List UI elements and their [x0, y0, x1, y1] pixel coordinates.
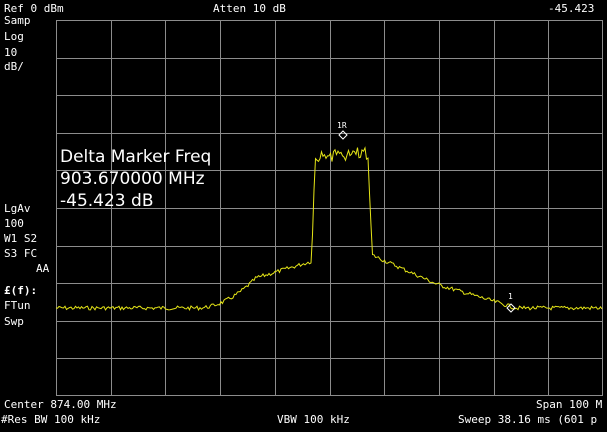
average-label: LgAv [4, 202, 31, 215]
attenuation-label: Atten 10 dB [213, 2, 286, 15]
delta-marker-icon [506, 303, 516, 313]
scale-type-label: Log [4, 30, 24, 43]
marker-readout: Delta Marker Freq 903.670000 MHz -45.423… [60, 146, 211, 212]
ref-level-label: Ref 0 dBm [4, 2, 64, 15]
vbw-label: VBW 100 kHz [277, 413, 350, 426]
marker-readout-frequency: 903.670000 MHz [60, 169, 205, 189]
center-frequency-label: Center 874.00 MHz [4, 398, 117, 411]
marker-readout-title: Delta Marker Freq [60, 147, 212, 167]
scale-unit-label: dB/ [4, 60, 24, 73]
average-count-label: 100 [4, 217, 24, 230]
marker-readout-delta: -45.423 dB [60, 191, 154, 211]
function-label: £(f): [4, 284, 38, 297]
span-label: Span 100 M [536, 398, 603, 411]
sweep-label: Sweep 38.16 ms (601 p [458, 413, 598, 426]
function-line1: FTun [4, 299, 31, 312]
marker-value-label: -45.423 [548, 2, 595, 15]
trace-mode-line2: S3 FC [4, 247, 38, 260]
function-line2: Swp [4, 315, 24, 328]
graticule-grid [56, 20, 603, 396]
scale-value-label: 10 [4, 46, 18, 59]
trace-mode-line3: AA [36, 262, 50, 275]
detector-label: Samp [4, 14, 31, 27]
rbw-label: #Res BW 100 kHz [1, 413, 101, 426]
reference-marker-icon [338, 130, 348, 140]
trace-mode-line1: W1 S2 [4, 232, 38, 245]
spectrum-trace [56, 146, 603, 311]
spectrum-display [56, 20, 603, 396]
delta-marker-label: 1 [508, 292, 513, 301]
reference-marker-label: 1R [337, 121, 347, 130]
